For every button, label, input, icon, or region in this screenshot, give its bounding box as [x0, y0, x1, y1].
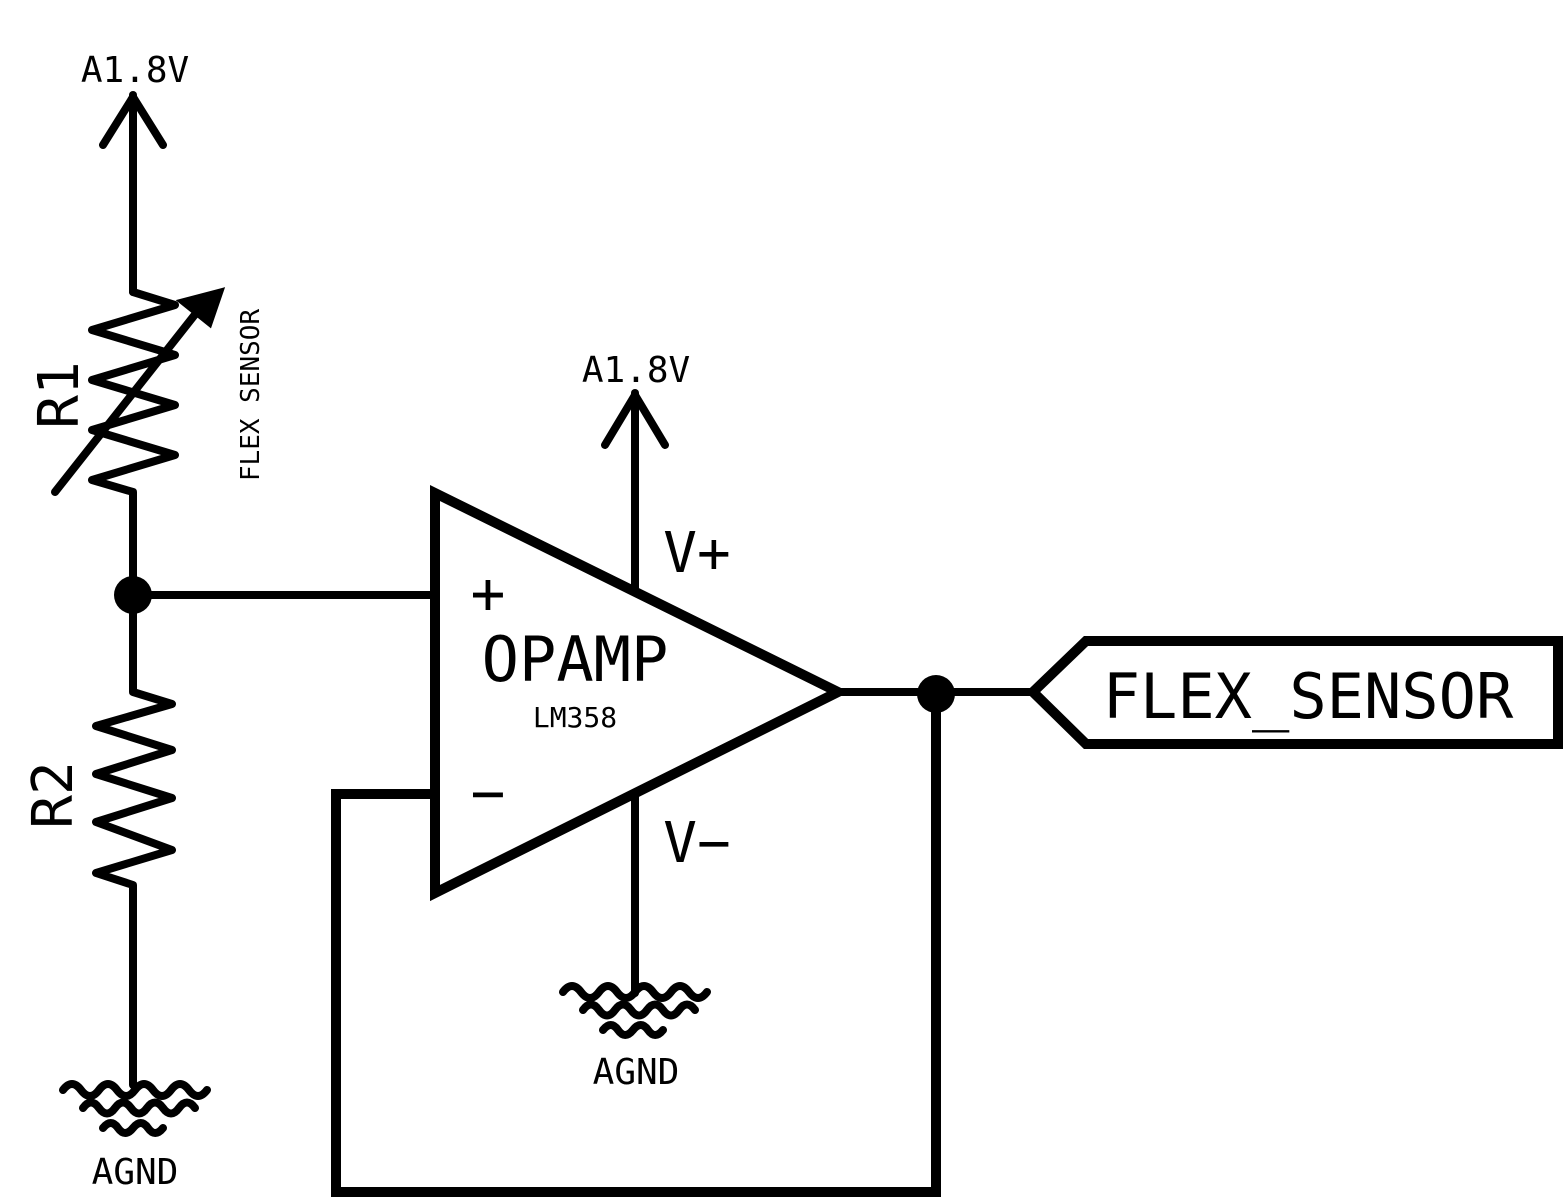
- opamp-part-label: LM358: [533, 701, 617, 734]
- opamp-plus-pin-label: +: [471, 559, 506, 627]
- net-label-text: FLEX_SENSOR: [1103, 660, 1514, 733]
- ground-label-opamp: AGND: [593, 1052, 680, 1093]
- ground-symbol-opamp: AGND: [559, 982, 711, 1093]
- opamp-name-label: OPAMP: [482, 623, 669, 696]
- opamp-minus-pin-label: −: [471, 759, 506, 827]
- supply-label-left: A1.8V: [81, 50, 189, 91]
- opamp-vplus-label: V+: [663, 521, 730, 586]
- r1-designator: R1: [27, 361, 92, 428]
- resistor-r2: R2: [21, 591, 176, 1089]
- wire-feedback-loop: [331, 694, 941, 1197]
- supply-symbol-left: A1.8V: [81, 50, 189, 296]
- net-label-flex-sensor: FLEX_SENSOR: [1025, 636, 1563, 749]
- resistor-r1: R1 FLEX SENSOR: [27, 287, 266, 592]
- r1-value-label: FLEX SENSOR: [236, 309, 266, 482]
- opamp-vminus-label: V−: [663, 811, 730, 876]
- ground-symbol-left: AGND: [59, 1080, 211, 1193]
- opamp-symbol: + − OPAMP LM358 V+ V−: [430, 484, 850, 902]
- r2-designator: R2: [21, 761, 86, 828]
- supply-label-opamp: A1.8V: [582, 350, 690, 391]
- supply-symbol-opamp: A1.8V: [582, 350, 690, 592]
- ground-label-left: AGND: [92, 1152, 179, 1193]
